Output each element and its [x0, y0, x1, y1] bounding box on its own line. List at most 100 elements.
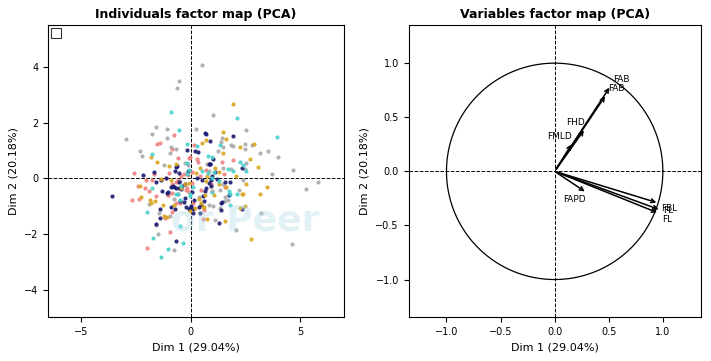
Point [266, 171, 277, 177]
Point [120, 136, 132, 142]
Point [138, 172, 149, 178]
Point [171, 164, 182, 169]
Text: FHD: FHD [566, 118, 584, 127]
Point [203, 180, 214, 186]
Point [228, 101, 239, 107]
Point [185, 155, 196, 160]
Point [239, 146, 250, 152]
Point [240, 160, 252, 166]
Point [218, 171, 230, 177]
Point [236, 191, 247, 197]
Point [191, 156, 203, 162]
Text: FMLD: FMLD [547, 132, 572, 141]
Point [134, 183, 146, 189]
Point [202, 153, 213, 158]
Point [172, 192, 183, 197]
Point [171, 163, 183, 169]
Point [188, 206, 199, 212]
Point [183, 172, 194, 178]
Point [185, 203, 196, 209]
Point [200, 167, 211, 173]
Point [214, 181, 225, 187]
Point [162, 192, 173, 198]
Point [180, 204, 191, 210]
Point [162, 189, 173, 195]
Point [164, 163, 175, 169]
Point [183, 190, 195, 195]
Point [239, 141, 250, 147]
Point [208, 193, 220, 199]
Text: FL: FL [662, 214, 672, 223]
Point [181, 147, 193, 153]
Point [166, 209, 177, 215]
Point [146, 131, 158, 137]
Point [151, 222, 162, 228]
Point [156, 176, 167, 182]
Point [205, 183, 217, 188]
Point [240, 168, 251, 174]
Point [161, 135, 173, 141]
Point [141, 177, 152, 183]
Point [107, 193, 118, 199]
Text: FL: FL [663, 206, 673, 215]
Point [162, 126, 173, 132]
Point [199, 192, 210, 198]
Point [198, 204, 210, 210]
Point [201, 186, 212, 191]
Point [141, 209, 153, 215]
Point [171, 200, 182, 206]
Point [176, 183, 187, 189]
Point [191, 170, 202, 176]
Point [218, 144, 229, 150]
Point [171, 85, 183, 91]
Point [166, 144, 177, 149]
Point [171, 238, 182, 244]
X-axis label: Dim 1 (29.04%): Dim 1 (29.04%) [152, 343, 240, 353]
Point [214, 178, 225, 183]
Point [213, 148, 224, 154]
Point [155, 206, 166, 212]
Point [206, 189, 218, 195]
Point [288, 167, 299, 173]
Point [155, 177, 166, 183]
Point [230, 227, 242, 233]
Point [180, 187, 191, 193]
Text: FAB: FAB [608, 84, 624, 93]
Point [172, 177, 183, 183]
Point [171, 161, 182, 167]
Point [196, 177, 208, 183]
Point [166, 190, 178, 196]
Point [161, 175, 172, 181]
Point [127, 197, 138, 203]
Point [198, 207, 210, 213]
Point [173, 191, 184, 196]
Point [184, 208, 196, 214]
Point [191, 143, 203, 149]
Point [164, 229, 176, 235]
Point [231, 191, 242, 197]
Point [205, 161, 216, 167]
Point [146, 152, 157, 157]
Point [164, 170, 175, 176]
Point [191, 175, 203, 181]
Point [191, 126, 202, 132]
Point [237, 191, 249, 197]
Point [255, 191, 266, 197]
Point [193, 159, 204, 165]
Point [206, 175, 218, 181]
Point [197, 193, 208, 199]
Point [164, 213, 176, 219]
Point [172, 155, 183, 161]
Point [195, 210, 206, 216]
Point [156, 254, 167, 260]
Point [182, 171, 193, 177]
Point [205, 177, 217, 183]
Point [208, 203, 219, 209]
Point [224, 188, 235, 194]
Point [210, 170, 221, 175]
Point [178, 171, 189, 177]
Point [225, 142, 237, 148]
Point [220, 184, 231, 190]
Point [166, 181, 177, 187]
Point [252, 164, 263, 170]
